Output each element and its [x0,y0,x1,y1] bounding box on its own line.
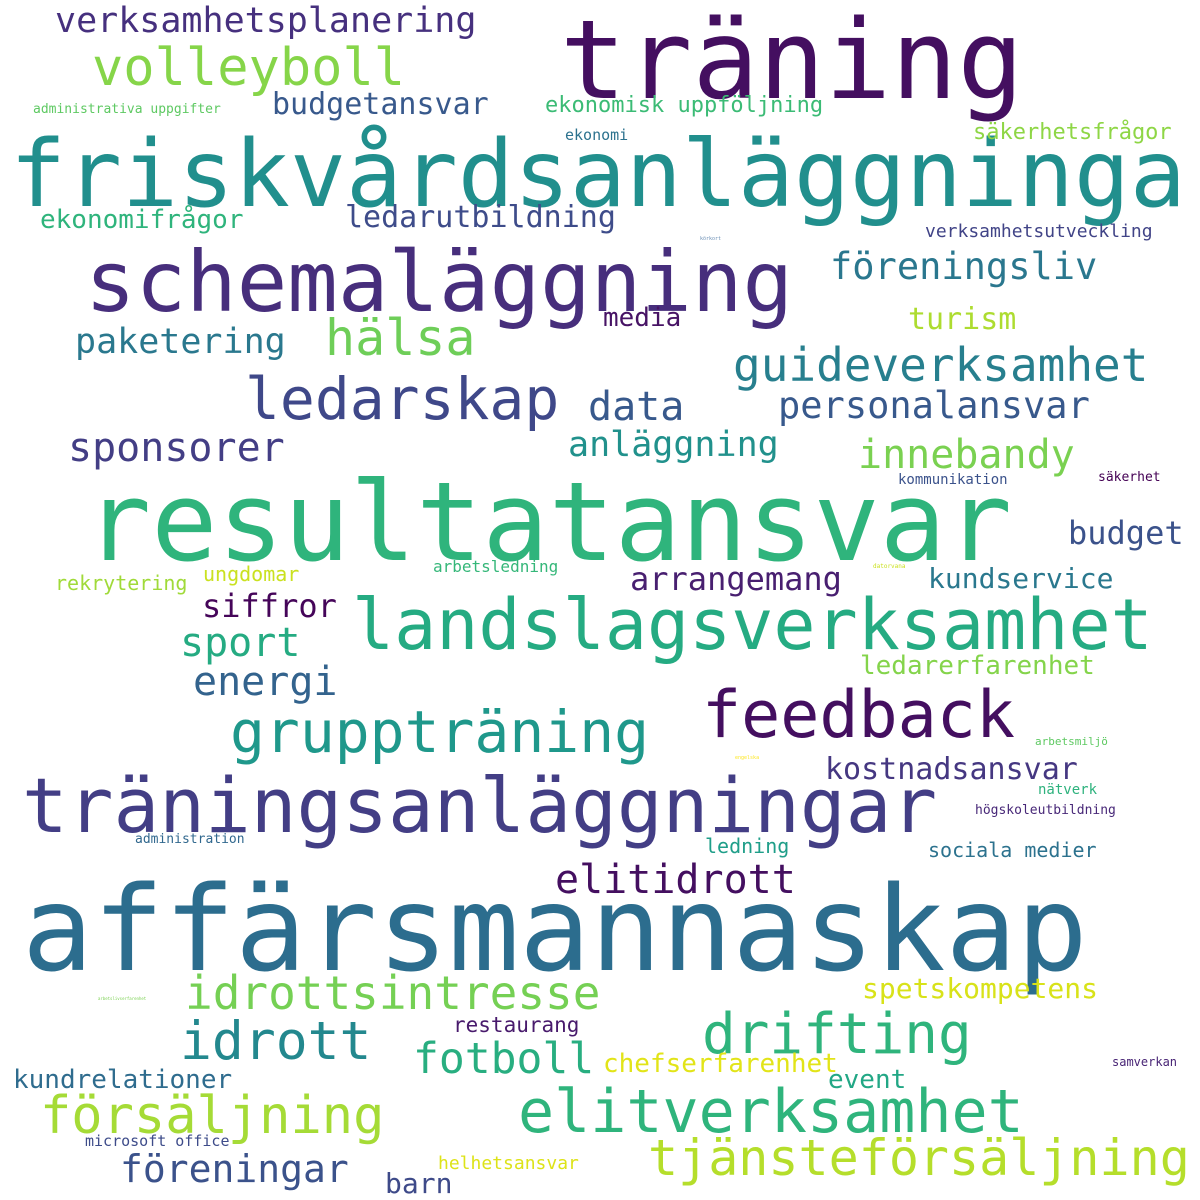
word-traning: träning [560,0,1024,124]
word-affarsmannaskap: affärsmannaskap [22,860,1088,998]
word-innebandy: innebandy [858,432,1075,478]
word-schemalaggning: schemaläggning [85,233,794,331]
word-kundservice: kundservice [928,562,1114,595]
word-microsoft-office: microsoft office [85,1132,230,1150]
word-ekonomifragor: ekonomifrågor [40,205,244,235]
word-helhetsansvar: helhetsansvar [438,1153,579,1174]
word-media: media [603,303,682,333]
word-feedback: feedback [702,678,1016,753]
word-hogskoleutbildning: högskoleutbildning [975,803,1116,818]
word-tjansteforsaljning: tjänsteförsäljning [648,1129,1190,1187]
word-budget: budget [1068,514,1184,552]
word-verksamhetsutveckling: verksamhetsutveckling [925,221,1153,242]
word-administrativa-uppgifter: administrativa uppgifter [33,102,221,117]
word-fotboll: fotboll [413,1034,595,1084]
word-ekonomisk-uppfoljning: ekonomisk uppföljning [545,93,824,118]
word-friskvardsanlaggningar: friskvårdsanläggningar [10,120,1200,228]
word-sakerhet: säkerhet [1098,470,1161,485]
word-arbetslivserfarenhet: arbetslivserfarenhet [98,996,147,1001]
word-sakerhetsfragor: säkerhetsfrågor [973,120,1172,145]
word-kostnadsansvar: kostnadsansvar [825,752,1078,787]
word-ledarskap: ledarskap [245,365,560,433]
word-idrott: idrott [180,1011,372,1072]
word-arbetsledning: arbetsledning [433,557,559,576]
word-administration: administration [135,832,245,847]
word-barn: barn [385,1167,453,1200]
word-landslagsverksamhet: landslagsverksamhet [352,584,1153,666]
word-elitidrott: elitidrott [555,857,796,903]
word-sport: sport [180,620,301,666]
word-foreningar: föreningar [120,1147,349,1191]
word-idrottsintresse: idrottsintresse [185,966,601,1020]
word-engelska: engelska [735,755,760,761]
word-datorvana: datorvana [873,563,906,570]
word-ledarerfarenhet: ledarerfarenhet [860,651,1095,681]
word-ledarutbildning: ledarutbildning [345,200,616,235]
word-traningsanlaggningar: träningsanläggningar [22,761,938,850]
word-budgetansvar: budgetansvar [272,87,489,122]
word-data: data [588,384,685,430]
word-foreningsliv: föreningsliv [830,245,1098,288]
word-spetskompetens: spetskompetens [862,972,1099,1005]
word-gruppträning: gruppträning [230,698,650,766]
word-kommunikation: kommunikation [898,472,1008,488]
word-sponsorer: sponsorer [68,425,285,471]
word-samverkan: samverkan [1112,1055,1178,1069]
word-arrangemang: arrangemang [630,560,842,598]
word-ledning: ledning [705,834,790,858]
word-elitverksamhet: elitverksamhet [518,1077,1024,1147]
word-ekonomi: ekonomi [565,126,629,144]
word-energi: energi [193,659,338,705]
word-personalansvar: personalansvar [778,384,1090,427]
word-siffror: siffror [202,587,337,625]
word-drifting: drifting [702,1002,972,1067]
word-forsaljning: försäljning [40,1086,385,1146]
word-chefserfarenhet: chefserfarenhet [603,1049,838,1079]
word-turism: turism [908,302,1017,337]
word-arbetsmiljo: arbetsmiljö [1035,735,1108,748]
word-guideverksamhet: guideverksamhet [733,338,1149,392]
word-anlaggning: anläggning [568,425,779,465]
word-verksamhetsplanering: verksamhetsplanering [55,1,477,41]
word-rekrytering: rekrytering [55,571,188,595]
word-event: event [828,1065,907,1095]
word-korkort: körkort [700,236,722,242]
word-sociala-medier: sociala medier [928,838,1097,862]
word-ungdomar: ungdomar [203,562,300,586]
word-halsa: hälsa [325,309,476,367]
word-natverk: nätverk [1038,782,1098,798]
word-kundrelationer: kundrelationer [13,1065,233,1095]
word-volleyboll: volleyboll [92,38,406,98]
word-restaurang: restaurang [453,1013,580,1037]
word-paketering: paketering [75,322,286,362]
word-resultatansvar: resultatansvar [85,458,1013,586]
